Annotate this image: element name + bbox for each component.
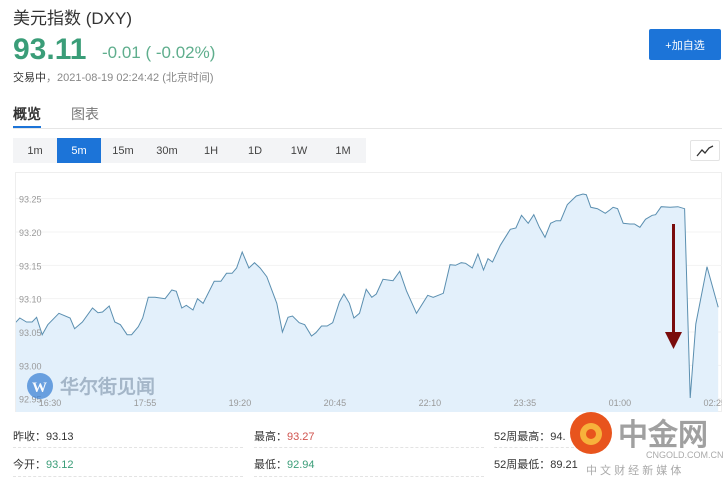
stat-label: 最高： xyxy=(254,431,287,443)
x-tick-label: 16:30 xyxy=(39,398,62,408)
stat-prev-close: 昨收：93.13 xyxy=(13,428,74,444)
y-tick-label: 93.05 xyxy=(19,328,42,338)
price-line xyxy=(16,193,719,399)
cngold-logo-icon xyxy=(570,412,612,454)
tab-chart[interactable]: 图表 xyxy=(71,106,99,122)
stat-value: 93.12 xyxy=(46,459,74,471)
line-chart-icon xyxy=(696,144,714,156)
interval-5m[interactable]: 5m xyxy=(57,138,101,163)
y-tick-label: 93.10 xyxy=(19,295,42,305)
add-watchlist-button[interactable]: +加自选 xyxy=(649,29,721,60)
stat-label: 昨收： xyxy=(13,431,46,443)
interval-1d[interactable]: 1D xyxy=(247,144,263,157)
down-arrow-annotation xyxy=(665,224,682,349)
x-tick-label: 02:25 xyxy=(704,398,722,408)
interval-1mo[interactable]: 1M xyxy=(335,144,351,157)
wallstreetcn-logo-icon xyxy=(27,373,53,399)
stat-open: 今开：93.12 xyxy=(13,456,74,472)
interval-30m[interactable]: 30m xyxy=(156,144,178,157)
x-tick-label: 23:35 xyxy=(514,398,537,408)
y-tick-label: 92.95 xyxy=(19,395,42,405)
tabs-divider xyxy=(13,128,722,129)
page-title: 美元指数 (DXY) xyxy=(13,9,132,28)
status-label: 交易中 xyxy=(13,72,46,84)
tab-overview[interactable]: 概览 xyxy=(13,106,41,122)
stat-high: 最高：93.27 xyxy=(254,428,315,444)
stat-value: 89.21 xyxy=(550,459,578,471)
divider xyxy=(254,476,484,477)
x-tick-label: 22:10 xyxy=(419,398,442,408)
wallstreetcn-watermark: W 华尔街见闻 xyxy=(27,373,155,399)
stat-value: 94. xyxy=(550,431,566,443)
interval-1w[interactable]: 1W xyxy=(290,144,308,157)
chart-type-button[interactable] xyxy=(690,140,720,161)
trading-status: 交易中，2021-08-19 02:24:42 (北京时间) xyxy=(13,69,214,85)
interval-selector: 1m 5m 15m 30m 1H 1D 1W 1M xyxy=(13,138,366,163)
interval-1h[interactable]: 1H xyxy=(203,144,219,157)
y-tick-label: 93.00 xyxy=(19,361,42,371)
wallstreetcn-watermark-text: 华尔街见闻 xyxy=(60,375,155,398)
stat-52w-high: 52周最高：94. xyxy=(494,428,566,444)
stat-label: 今开： xyxy=(13,459,46,471)
stat-value: 92.94 xyxy=(287,459,315,471)
stat-label: 52周最高： xyxy=(494,431,551,443)
price-area xyxy=(16,194,719,412)
cngold-title: 中金网 xyxy=(618,418,708,453)
x-tick-label: 20:45 xyxy=(324,398,347,408)
x-tick-label: 01:00 xyxy=(609,398,632,408)
divider xyxy=(13,447,243,448)
stat-label: 52周最低： xyxy=(494,459,551,471)
stat-label: 最低： xyxy=(254,459,287,471)
divider xyxy=(13,476,243,477)
interval-1m[interactable]: 1m xyxy=(27,144,43,157)
cngold-domain: CNGOLD.COM.CN xyxy=(646,450,724,460)
y-tick-label: 93.20 xyxy=(19,228,42,238)
stat-value: 93.13 xyxy=(46,431,74,443)
y-tick-label: 93.25 xyxy=(19,195,42,205)
stat-value: 93.27 xyxy=(287,431,315,443)
cngold-slogan: 中 文 财 经 新 媒 体 xyxy=(586,465,682,477)
divider xyxy=(254,447,484,448)
x-tick-label: 17:55 xyxy=(134,398,157,408)
interval-15m[interactable]: 15m xyxy=(112,144,134,157)
y-tick-label: 93.15 xyxy=(19,261,42,271)
active-tab-indicator xyxy=(13,126,41,128)
svg-text:W: W xyxy=(32,380,47,396)
current-price: 93.11 xyxy=(13,33,87,66)
price-change: -0.01 ( -0.02%) xyxy=(102,43,216,62)
stat-52w-low: 52周最低：89.21 xyxy=(494,456,578,472)
divider xyxy=(494,447,574,448)
x-tick-label: 19:20 xyxy=(229,398,252,408)
price-chart[interactable]: 93.25 93.20 93.15 93.10 93.05 93.00 92.9516:30… xyxy=(16,172,722,412)
status-time: ，2021-08-19 02:24:42 (北京时间) xyxy=(46,72,214,84)
stat-low: 最低：92.94 xyxy=(254,456,315,472)
cngold-watermark: 中金网 CNGOLD.COM.CN 中 文 财 经 新 媒 体 xyxy=(568,410,724,480)
